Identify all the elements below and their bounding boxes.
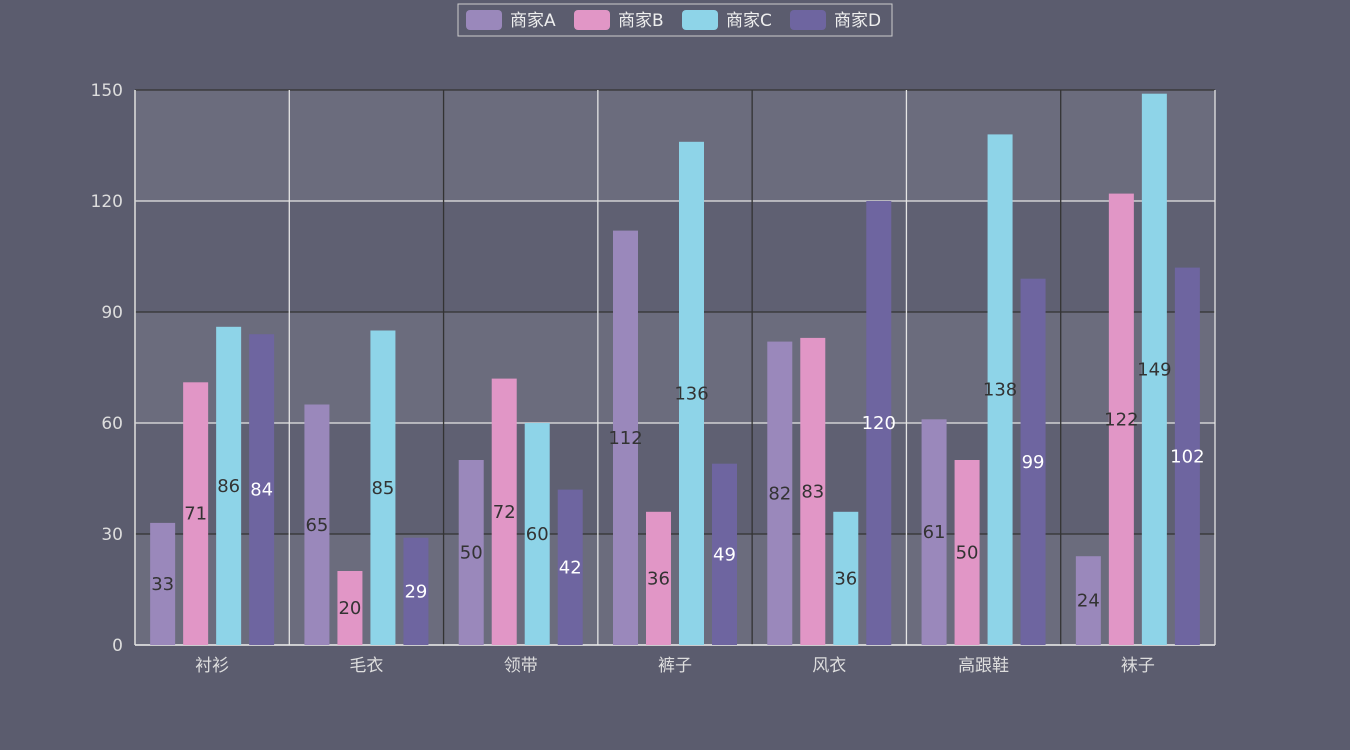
bar bbox=[150, 522, 176, 645]
legend-swatch bbox=[466, 10, 502, 30]
y-tick-label: 60 bbox=[101, 414, 123, 434]
bar bbox=[613, 230, 638, 645]
y-tick-label: 120 bbox=[91, 192, 123, 212]
x-tick-label: 衬衫 bbox=[195, 656, 229, 676]
legend-label: 商家A bbox=[510, 11, 556, 31]
x-tick-label: 领带 bbox=[504, 656, 538, 676]
plot-band bbox=[135, 423, 1215, 534]
legend-swatch bbox=[790, 10, 826, 30]
data-label: 36 bbox=[834, 568, 857, 589]
data-label: 49 bbox=[713, 544, 736, 565]
bar bbox=[987, 134, 1013, 645]
plot-band bbox=[135, 90, 1215, 201]
bar bbox=[216, 326, 242, 645]
bar bbox=[491, 378, 517, 645]
data-label: 86 bbox=[217, 476, 240, 497]
x-tick-label: 裤子 bbox=[658, 656, 692, 676]
data-label: 33 bbox=[151, 574, 174, 595]
bar bbox=[183, 382, 209, 645]
data-label: 24 bbox=[1077, 591, 1100, 612]
data-label: 60 bbox=[526, 524, 549, 545]
bar bbox=[557, 489, 583, 645]
bar bbox=[921, 419, 947, 645]
bar bbox=[458, 460, 484, 645]
x-tick-label: 风衣 bbox=[812, 656, 846, 676]
bar bbox=[304, 404, 330, 645]
bar bbox=[646, 511, 671, 645]
bar bbox=[833, 511, 859, 645]
plot-band bbox=[135, 201, 1215, 312]
data-label: 112 bbox=[608, 428, 642, 449]
x-tick-label: 毛衣 bbox=[349, 656, 383, 676]
x-tick-label: 高跟鞋 bbox=[958, 656, 1009, 676]
plot-band bbox=[135, 534, 1215, 645]
legend-swatch bbox=[574, 10, 610, 30]
y-tick-label: 90 bbox=[101, 303, 123, 323]
legend-label: 商家C bbox=[726, 11, 772, 31]
bar bbox=[679, 141, 704, 646]
data-label: 82 bbox=[768, 483, 791, 504]
bar bbox=[370, 330, 396, 645]
data-label: 149 bbox=[1137, 359, 1171, 380]
data-label: 136 bbox=[674, 383, 708, 404]
data-label: 29 bbox=[404, 581, 427, 602]
bar bbox=[1075, 556, 1101, 645]
data-label: 102 bbox=[1170, 446, 1204, 467]
bar bbox=[767, 341, 793, 645]
bar bbox=[712, 463, 737, 645]
y-tick-label: 150 bbox=[91, 81, 123, 101]
bar bbox=[249, 334, 275, 645]
data-label: 84 bbox=[250, 480, 273, 501]
bar bbox=[1108, 193, 1134, 645]
plot-band bbox=[135, 312, 1215, 423]
bar bbox=[1174, 267, 1200, 645]
bar bbox=[954, 460, 980, 645]
data-label: 138 bbox=[983, 380, 1017, 401]
data-label: 71 bbox=[184, 504, 207, 525]
data-label: 50 bbox=[460, 543, 483, 564]
data-label: 122 bbox=[1104, 409, 1138, 430]
y-tick-label: 0 bbox=[112, 636, 123, 656]
data-label: 120 bbox=[862, 413, 896, 434]
bar bbox=[524, 423, 550, 645]
x-tick-label: 袜子 bbox=[1121, 656, 1155, 676]
bar bbox=[1020, 278, 1046, 645]
data-label: 99 bbox=[1022, 452, 1045, 473]
data-label: 72 bbox=[493, 502, 516, 523]
legend-label: 商家B bbox=[618, 11, 664, 31]
data-label: 83 bbox=[801, 481, 824, 502]
bar bbox=[337, 571, 363, 645]
data-label: 85 bbox=[371, 478, 394, 499]
data-label: 36 bbox=[647, 568, 670, 589]
bar bbox=[866, 201, 892, 645]
bar bbox=[403, 537, 429, 645]
legend-swatch bbox=[682, 10, 718, 30]
data-label: 61 bbox=[923, 522, 946, 543]
data-label: 50 bbox=[956, 543, 979, 564]
bar bbox=[1141, 93, 1167, 645]
y-tick-label: 30 bbox=[101, 525, 123, 545]
bar bbox=[800, 337, 826, 645]
data-label: 65 bbox=[305, 515, 328, 536]
data-label: 20 bbox=[338, 598, 361, 619]
legend-box bbox=[457, 3, 893, 37]
legend-label: 商家D bbox=[834, 11, 881, 31]
data-label: 42 bbox=[559, 557, 582, 578]
